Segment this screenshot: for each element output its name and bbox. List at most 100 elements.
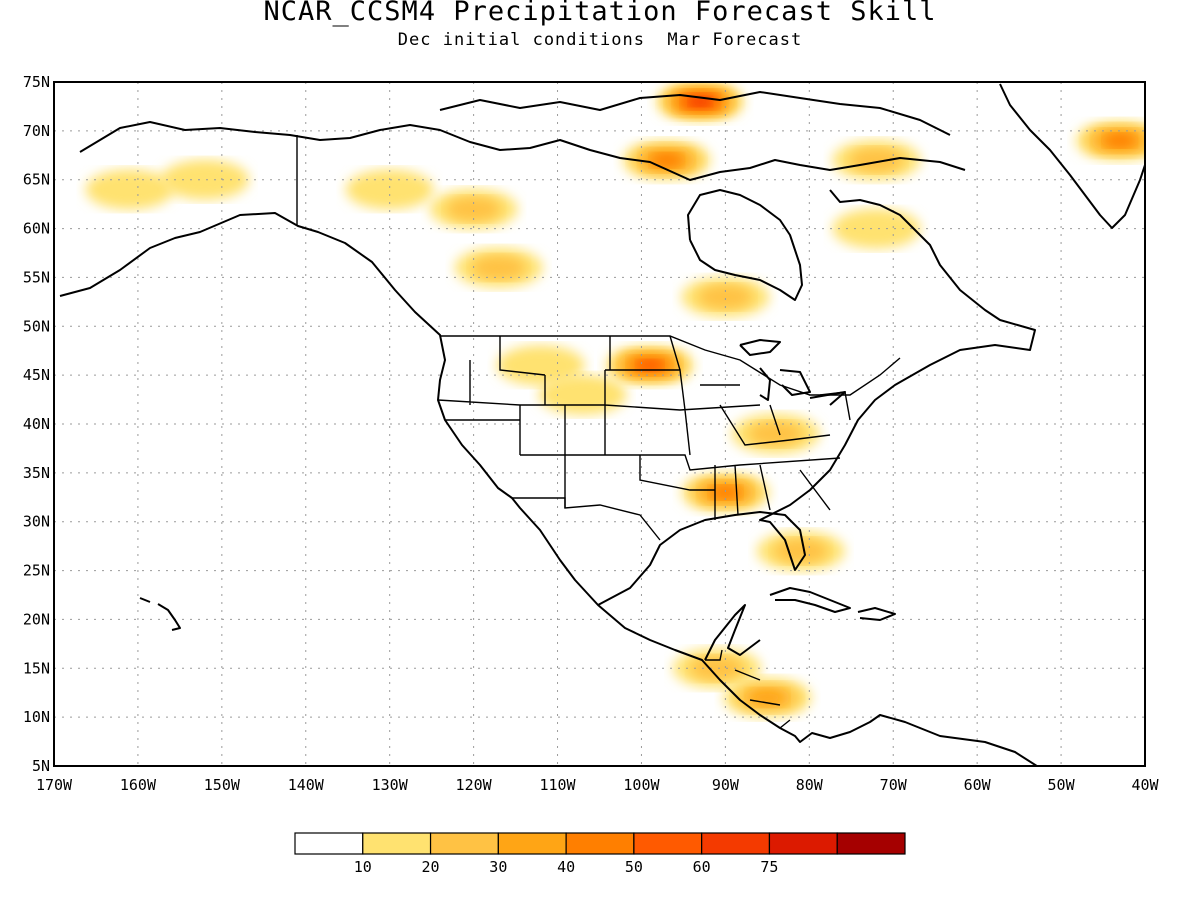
north-america-coast — [59, 212, 1039, 766]
skill-region — [832, 140, 921, 181]
yucatan-coast — [704, 604, 761, 661]
skill-contour — [471, 255, 526, 280]
lon-tick-label: 50W — [1048, 776, 1076, 794]
lon-tick-label: 170W — [36, 776, 73, 794]
lat-tick-label: 45N — [23, 366, 50, 384]
skill-region — [681, 276, 770, 317]
colorbar-swatch — [429, 832, 499, 855]
us-canada-border — [440, 335, 901, 396]
lon-tick-label: 40W — [1131, 776, 1159, 794]
lon-tick-label: 150W — [204, 776, 241, 794]
hawaii — [139, 597, 181, 631]
lon-tick-label: 130W — [372, 776, 409, 794]
colorbar-label: 75 — [760, 858, 778, 876]
hudson-bay — [687, 189, 803, 301]
skill-contour — [832, 208, 921, 249]
lat-tick-label: 70N — [23, 122, 50, 140]
skill-region — [756, 531, 845, 572]
us-states — [437, 335, 851, 520]
chart-title: NCAR_CCSM4 Precipitation Forecast Skill — [263, 0, 937, 27]
arctic-islands — [439, 91, 951, 136]
lat-tick-label: 50N — [23, 317, 50, 335]
lat-tick-label: 10N — [23, 708, 50, 726]
colorbar-swatch — [836, 832, 906, 855]
skill-contour — [85, 169, 174, 210]
lon-tick-label: 90W — [712, 776, 740, 794]
skill-region — [656, 82, 745, 122]
skill-contour — [747, 688, 787, 707]
central-america-borders — [705, 649, 791, 729]
skill-contour — [1104, 133, 1136, 148]
gulf-coast — [597, 189, 1036, 606]
lat-tick-label: 75N — [23, 73, 50, 91]
lat-tick-label: 35N — [23, 464, 50, 482]
skill-region — [681, 472, 770, 513]
colorbar-swatch — [362, 832, 432, 855]
skill-contour — [161, 159, 250, 200]
colorbar-label: 30 — [489, 858, 507, 876]
skill-contour — [446, 196, 501, 222]
skill-contour — [748, 421, 803, 447]
political-borders — [296, 135, 901, 729]
lat-tick-label: 20N — [23, 610, 50, 628]
skill-region — [454, 247, 543, 288]
skill-region — [731, 413, 820, 454]
skill-contour — [849, 147, 904, 173]
colorbar-swatch — [497, 832, 567, 855]
colorbar-swatch — [565, 832, 635, 855]
lon-tick-label: 60W — [964, 776, 992, 794]
skill-shading — [85, 82, 1145, 718]
lat-tick-label: 5N — [32, 757, 50, 775]
hispaniola — [857, 607, 896, 621]
skill-contour — [637, 359, 663, 372]
skill-region — [85, 169, 174, 210]
lon-tick-label: 120W — [456, 776, 493, 794]
skill-region — [832, 208, 921, 249]
map-frame — [53, 81, 1146, 767]
colorbar-swatch — [701, 832, 771, 855]
colorbar-swatch — [633, 832, 703, 855]
skill-region — [723, 677, 812, 718]
lon-tick-label: 140W — [288, 776, 325, 794]
skill-region — [538, 374, 627, 415]
lat-tick-label: 55N — [23, 268, 50, 286]
colorbar: 10 20 30 40 50 60 75 — [294, 832, 906, 876]
lat-tick-label: 60N — [23, 220, 50, 238]
skill-contour — [698, 284, 753, 310]
greenland-coast — [999, 83, 1145, 229]
us-mexico-border — [512, 497, 661, 541]
latitude-labels: 75N 70N 65N 60N 55N 50N 45N 40N 35N 30N 25N 20N 15N 1… — [23, 73, 50, 775]
skill-contour — [538, 374, 627, 415]
great-lakes — [739, 339, 846, 406]
skill-contour — [651, 153, 682, 168]
skill-region — [429, 189, 518, 230]
lon-tick-label: 80W — [796, 776, 824, 794]
skill-region — [1075, 120, 1145, 161]
lat-tick-label: 15N — [23, 659, 50, 677]
lat-tick-label: 30N — [23, 513, 50, 531]
arctic-coast — [79, 121, 966, 181]
lon-tick-label: 160W — [120, 776, 157, 794]
coastlines — [59, 83, 1145, 766]
lat-tick-label: 40N — [23, 415, 50, 433]
lon-tick-label: 70W — [880, 776, 908, 794]
longitude-labels: 170W 160W 150W 140W 130W 120W 110W 100W 90W 80W 70… — [36, 776, 1160, 794]
colorbar-label: 20 — [422, 858, 440, 876]
lon-tick-label: 110W — [539, 776, 576, 794]
gridlines — [54, 82, 1145, 766]
colorbar-label: 10 — [354, 858, 372, 876]
lat-tick-label: 65N — [23, 171, 50, 189]
lat-tick-label: 25N — [23, 562, 50, 580]
colorbar-swatch — [768, 832, 838, 855]
skill-contour — [710, 485, 741, 500]
colorbar-label: 50 — [625, 858, 643, 876]
lon-tick-label: 100W — [623, 776, 660, 794]
colorbar-label: 60 — [693, 858, 711, 876]
skill-region — [622, 140, 711, 181]
skill-region — [161, 159, 250, 200]
colorbar-swatch — [294, 832, 364, 855]
cuba — [769, 587, 851, 613]
chart-subtitle: Dec initial conditions Mar Forecast — [397, 30, 803, 50]
colorbar-label: 40 — [557, 858, 575, 876]
